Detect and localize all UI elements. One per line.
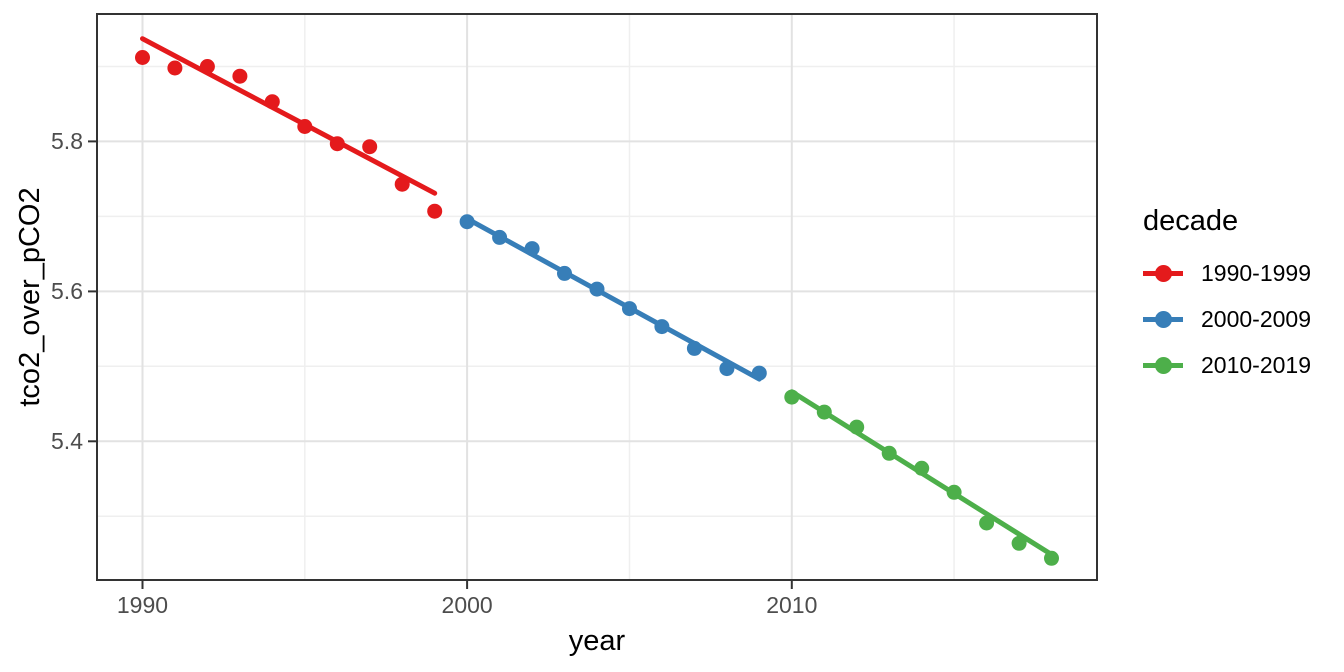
data-point — [329, 136, 345, 152]
x-tick-label: 1990 — [116, 592, 169, 618]
x-axis-title: year — [568, 625, 626, 657]
data-point — [589, 281, 605, 297]
y-tick-label: 5.6 — [51, 278, 83, 305]
data-point — [297, 119, 313, 134]
data-point — [394, 176, 410, 192]
data-point — [1011, 535, 1027, 551]
data-point — [686, 340, 702, 356]
trend-line — [464, 216, 762, 382]
data-point — [135, 50, 150, 65]
legend-entry: 2010-2019 — [1143, 350, 1311, 380]
trend-line — [140, 36, 438, 196]
legend-point-icon — [1154, 310, 1172, 328]
legend-entry-label: 1990-1999 — [1201, 260, 1311, 286]
x-tick-label: 2000 — [441, 592, 493, 618]
legend-entry: 2000-2009 — [1143, 304, 1311, 334]
data-point — [524, 241, 540, 257]
data-point — [427, 203, 443, 219]
data-point — [199, 59, 215, 74]
data-point — [784, 389, 800, 405]
panel-border — [96, 13, 1098, 581]
legend-entry-label: 2000-2009 — [1201, 306, 1311, 332]
panel-background — [97, 14, 1097, 580]
legend-entries: 1990-1999 2000-2009 2010-2019 — [1143, 258, 1311, 380]
data-point — [1044, 550, 1059, 566]
legend-key — [1143, 258, 1183, 288]
data-point — [654, 319, 670, 335]
legend-entry-label: 2010-2019 — [1201, 352, 1311, 378]
data-point — [622, 301, 637, 317]
y-tick-label: 5.4 — [51, 428, 83, 455]
data-point — [492, 229, 508, 245]
x-tick-label: 2010 — [766, 592, 818, 618]
legend-point-icon — [1154, 356, 1172, 374]
data-point — [751, 365, 767, 381]
data-point — [459, 214, 475, 230]
data-point — [849, 419, 865, 435]
legend-entry: 1990-1999 — [1143, 258, 1311, 288]
data-point — [362, 139, 378, 155]
data-point — [914, 460, 930, 476]
data-point — [816, 404, 832, 420]
data-point — [264, 94, 280, 110]
data-point — [232, 68, 248, 84]
legend-point-icon — [1154, 264, 1172, 282]
legend-key — [1143, 350, 1183, 380]
data-point — [557, 265, 572, 281]
data-point — [167, 60, 183, 76]
data-point — [719, 361, 735, 377]
legend-key — [1143, 304, 1183, 334]
data-point — [881, 445, 897, 461]
legend: decade 1990-1999 2000-2009 2010-2019 — [1143, 204, 1311, 396]
data-point — [946, 484, 962, 500]
data-point — [979, 515, 995, 531]
y-tick-label: 5.8 — [51, 128, 83, 155]
legend-title: decade — [1143, 205, 1239, 237]
